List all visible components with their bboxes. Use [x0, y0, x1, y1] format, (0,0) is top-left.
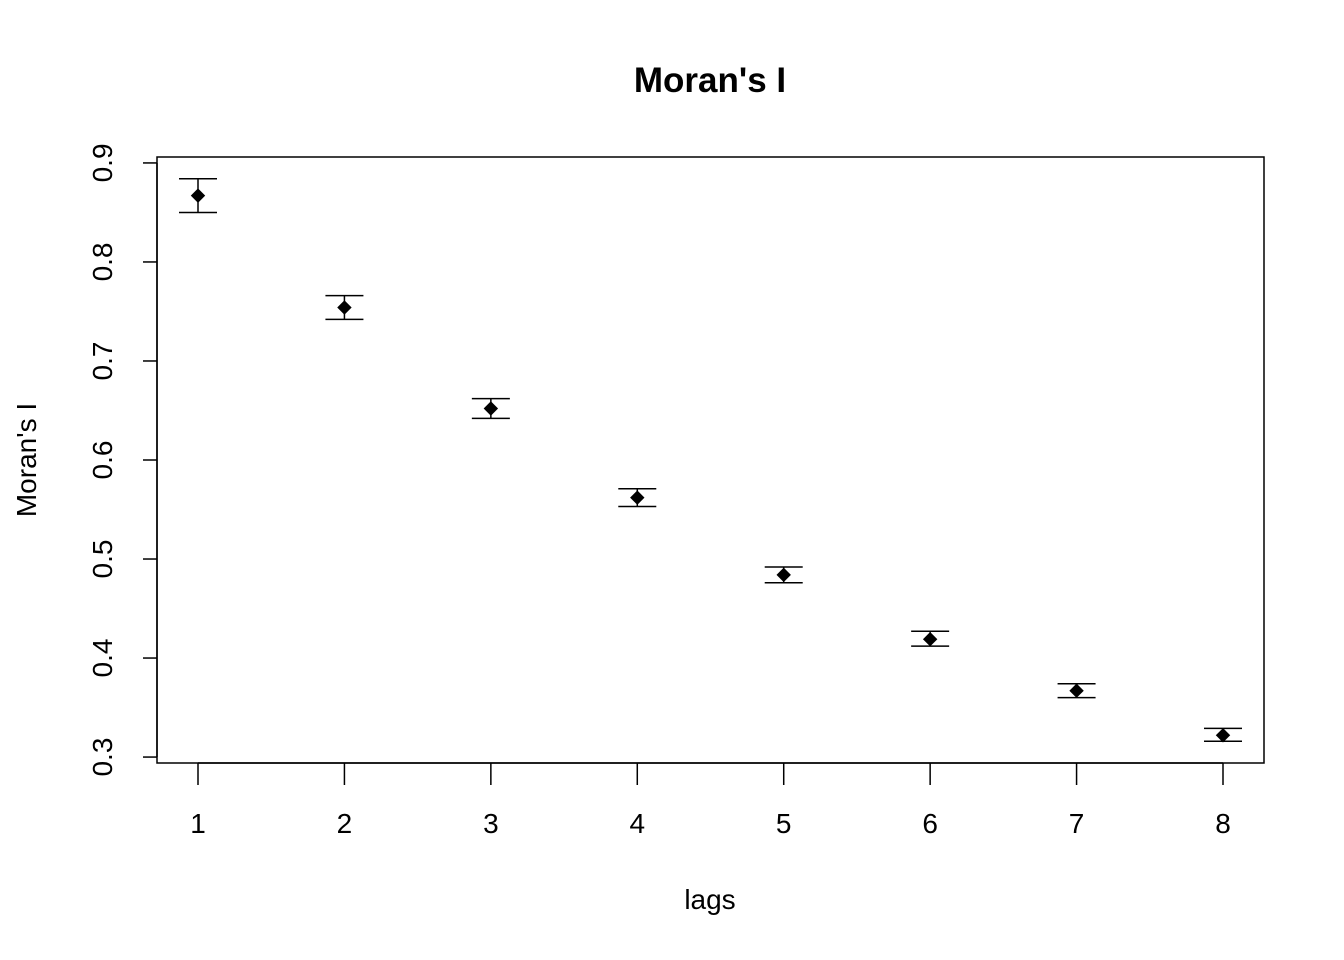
data-point: [337, 300, 352, 315]
y-tick-label: 0.3: [87, 738, 118, 777]
y-tick-label: 0.6: [87, 441, 118, 480]
data-point: [190, 188, 206, 203]
data-points: [190, 188, 1231, 743]
y-axis: 0.3 0.4 0.5 0.6 0.7 0.8 0.9: [87, 143, 158, 777]
x-tick-label: 8: [1215, 808, 1231, 839]
data-point: [1069, 683, 1084, 698]
y-tick-label: 0.8: [87, 242, 118, 281]
x-tick-label: 3: [483, 808, 499, 839]
x-tick-label: 4: [629, 808, 645, 839]
data-point: [483, 401, 499, 416]
x-axis-label: lags: [684, 884, 735, 915]
x-axis: 1 2 3 4 5 6 7 8: [190, 762, 1231, 839]
data-point: [922, 632, 938, 647]
x-tick-label: 6: [922, 808, 938, 839]
x-tick-label: 1: [190, 808, 206, 839]
y-axis-label: Moran's I: [11, 403, 42, 517]
data-point: [630, 490, 645, 505]
y-tick-label: 0.7: [87, 342, 118, 381]
data-point: [1215, 728, 1231, 743]
plot-frame: [156, 156, 1265, 764]
error-bars: [179, 178, 1242, 742]
y-tick-label: 0.4: [87, 639, 118, 678]
data-point: [776, 567, 791, 583]
x-tick-label: 5: [776, 808, 792, 839]
y-tick-label: 0.9: [87, 143, 118, 182]
x-tick-label: 2: [337, 808, 353, 839]
chart-title: Moran's I: [634, 61, 786, 100]
x-tick-label: 7: [1069, 808, 1085, 839]
y-tick-label: 0.5: [87, 540, 118, 579]
